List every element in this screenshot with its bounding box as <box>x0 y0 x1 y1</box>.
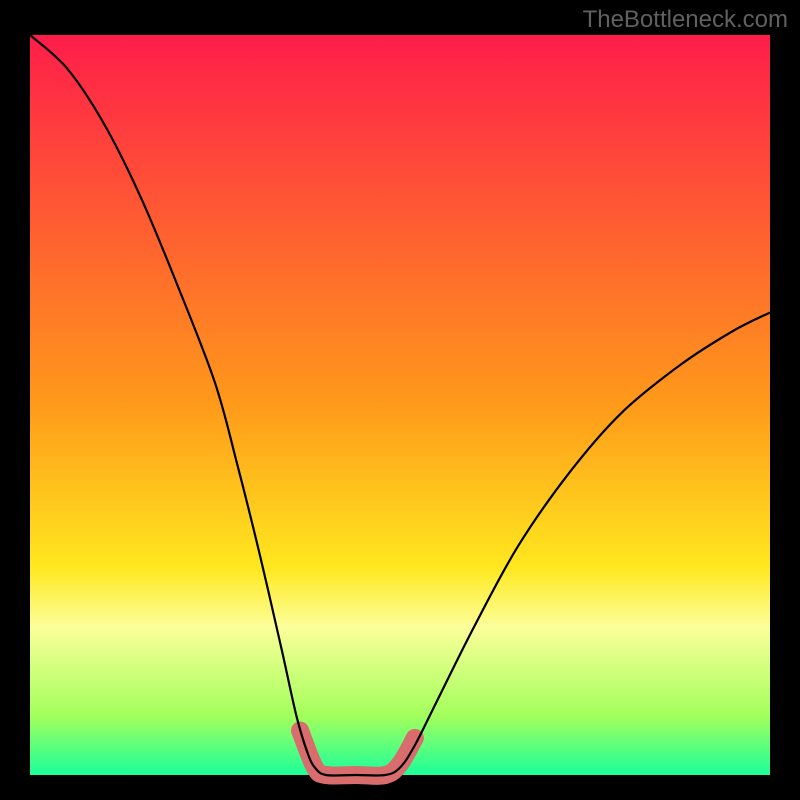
curve-layer <box>30 35 770 775</box>
plot-area <box>30 35 770 775</box>
highlight-marker <box>391 755 409 773</box>
main-curve <box>30 35 770 776</box>
chart-frame: TheBottleneck.com <box>0 0 800 800</box>
watermark-text: TheBottleneck.com <box>583 6 788 34</box>
